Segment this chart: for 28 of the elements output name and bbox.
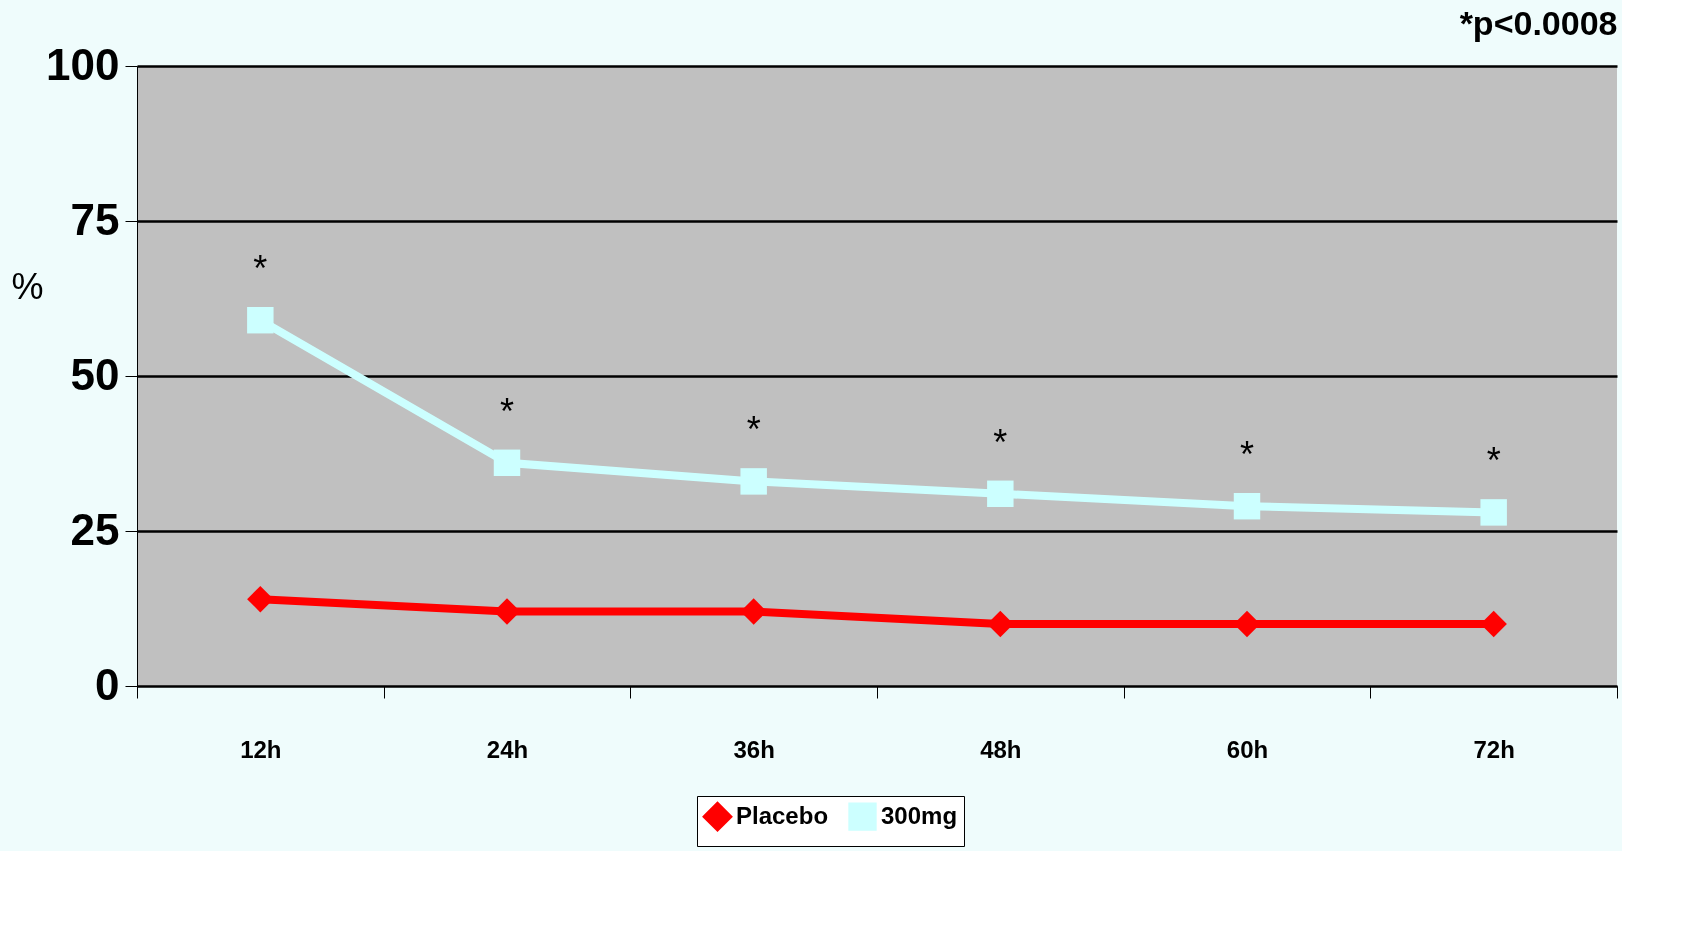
x-tick-label: 48h (980, 735, 1022, 763)
legend-label: 300mg (881, 801, 958, 829)
annotation: * (253, 248, 268, 290)
y-tick-label: 100 (46, 39, 120, 89)
point (987, 480, 1014, 508)
x-tick-label: 60h (1226, 735, 1269, 763)
y-axis-title: % (11, 265, 44, 307)
x-tick-label: 72h (1473, 735, 1515, 763)
annotation: * (499, 390, 515, 432)
point (740, 468, 767, 495)
y-tick-label: 25 (70, 504, 120, 554)
x-tick-label: 36h (733, 735, 775, 763)
annotation: * (1486, 440, 1501, 482)
text: *p<0.0008 (1459, 4, 1618, 42)
annotation: * (746, 409, 761, 451)
point (247, 585, 274, 613)
point (1233, 492, 1261, 520)
y-tick-label: 75 (70, 194, 120, 244)
annotation: * (993, 421, 1008, 463)
point (493, 449, 521, 477)
point (247, 306, 274, 334)
point (1480, 499, 1507, 526)
x-tick-label: 12h (240, 735, 282, 763)
x-tick-label: 24h (486, 735, 529, 763)
y-tick-label: 50 (70, 349, 120, 399)
y-tick-label: 0 (95, 659, 120, 709)
annotation: * (1239, 434, 1255, 476)
legend-label: Placebo (736, 801, 829, 829)
